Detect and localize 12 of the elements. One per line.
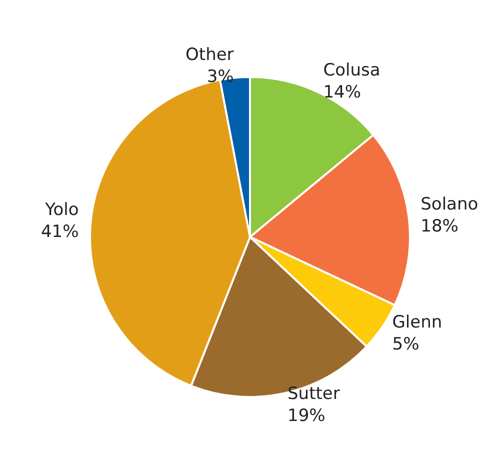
slice-label: Glenn — [392, 312, 442, 333]
slice-label: Solano — [420, 194, 478, 214]
data-label: 41% — [40, 222, 79, 242]
data-label: 18% — [420, 216, 458, 236]
data-label: 5% — [392, 334, 420, 355]
slice-label: Yolo — [44, 200, 79, 220]
slice-label: Sutter — [288, 384, 340, 404]
slice-label: Colusa — [323, 60, 380, 80]
data-label: 14% — [323, 82, 362, 102]
data-label: 3% — [206, 66, 234, 87]
slice-label: Other — [186, 44, 234, 65]
data-label: 19% — [288, 406, 326, 426]
